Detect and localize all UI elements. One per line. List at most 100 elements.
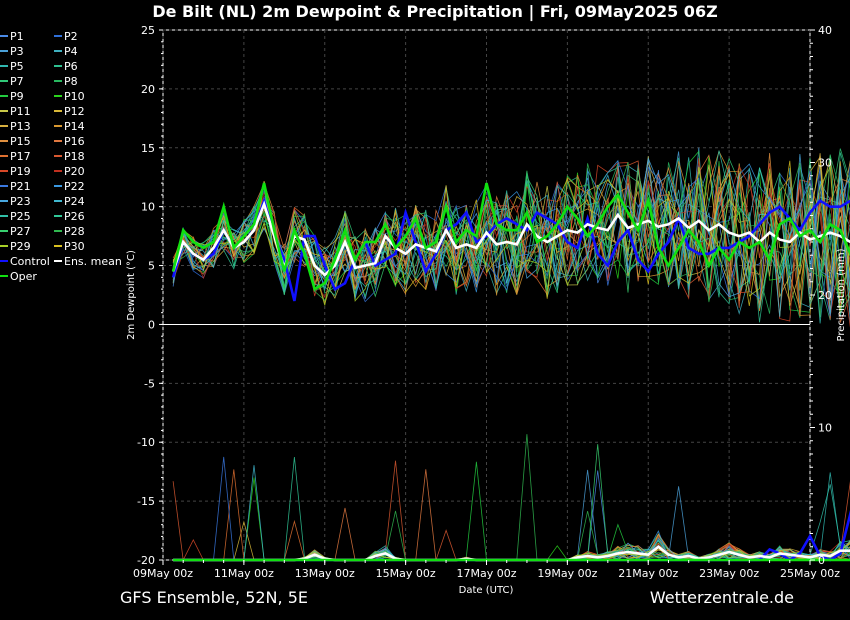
- legend-label: P9: [10, 90, 24, 103]
- legend-item-p17: P17: [0, 150, 31, 163]
- y-tick-label: -20: [137, 554, 155, 567]
- x-tick-label: 17May 00z: [456, 567, 516, 580]
- y2-tick-label: 40: [818, 24, 832, 37]
- footer-model-info: GFS Ensemble, 52N, 5E: [120, 588, 308, 607]
- legend-item-p7: P7: [0, 75, 24, 88]
- legend-label: P5: [10, 60, 24, 73]
- legend-label: P17: [10, 150, 31, 163]
- legend-label: P15: [10, 135, 31, 148]
- legend-item-p26: P26: [54, 210, 85, 223]
- y-tick-label: 20: [141, 83, 155, 96]
- legend-item-p4: P4: [54, 45, 78, 58]
- member-line-p27: [172, 154, 850, 318]
- axes: 25 20 15 10 5 0 -5 -10 -15 -20 40 30 20 10 0 09May 00z 1…: [133, 24, 840, 580]
- legend-item-p6: P6: [54, 60, 78, 73]
- legend-label: P29: [10, 240, 31, 253]
- legend-item-p15: P15: [0, 135, 31, 148]
- legend-item-p3: P3: [0, 45, 24, 58]
- legend-label: P8: [64, 75, 78, 88]
- legend-label: P19: [10, 165, 31, 178]
- y2-tick-label: 10: [818, 422, 832, 435]
- y-tick-label: -5: [144, 377, 155, 390]
- legend-item-p24: P24: [54, 195, 85, 208]
- legend-label: P21: [10, 180, 31, 193]
- legend-item-p13: P13: [0, 120, 31, 133]
- legend-label: P23: [10, 195, 31, 208]
- x-tick-label: 23May 00z: [699, 567, 759, 580]
- legend-label: P14: [64, 120, 85, 133]
- legend-label: P13: [10, 120, 31, 133]
- legend-item-p9: P9: [0, 90, 24, 103]
- legend-item-p21: P21: [0, 180, 31, 193]
- legend-item-p5: P5: [0, 60, 24, 73]
- legend-item-p19: P19: [0, 165, 31, 178]
- legend-item-p1: P1: [0, 30, 24, 43]
- y-tick-label: -10: [137, 436, 155, 449]
- oper-dewpoint-line: [171, 182, 850, 292]
- legend-label: P18: [64, 150, 85, 163]
- legend-item-p23: P23: [0, 195, 31, 208]
- x-tick-label: 11May 00z: [214, 567, 274, 580]
- y-tick-label: 15: [141, 142, 155, 155]
- y2-tick-label: 30: [818, 157, 832, 170]
- x-tick-label: 21May 00z: [618, 567, 678, 580]
- legend-label: P25: [10, 210, 31, 223]
- legend-label: P20: [64, 165, 85, 178]
- x-tick-label: 13May 00z: [295, 567, 355, 580]
- legend-item-p12: P12: [54, 105, 85, 118]
- legend-item-p25: P25: [0, 210, 31, 223]
- legend-label: P30: [64, 240, 85, 253]
- legend-label: P28: [64, 225, 85, 238]
- legend-label: P3: [10, 45, 24, 58]
- legend-label: Ens. mean: [64, 255, 122, 268]
- legend-item-ens-mean: Ens. mean: [54, 255, 122, 268]
- legend-item-p10: P10: [54, 90, 85, 103]
- y-tick-label: 0: [148, 318, 155, 331]
- legend-label: Control: [10, 255, 50, 268]
- legend-label: P7: [10, 75, 24, 88]
- footer-source: Wetterzentrale.de: [649, 588, 794, 607]
- y-tick-label: 5: [148, 260, 155, 273]
- legend-label: P6: [64, 60, 78, 73]
- legend-item-p27: P27: [0, 225, 31, 238]
- legend-item-oper: Oper: [0, 270, 37, 283]
- x-tick-label: 25May 00z: [780, 567, 840, 580]
- legend-label: P26: [64, 210, 85, 223]
- y2-tick-label: 20: [818, 289, 832, 302]
- legend-item-p28: P28: [54, 225, 85, 238]
- legend-item-p2: P2: [54, 30, 78, 43]
- legend-label: P27: [10, 225, 31, 238]
- member-line-p9: [172, 150, 850, 313]
- legend-label: P11: [10, 105, 31, 118]
- legend-label: P10: [64, 90, 85, 103]
- legend-item-p8: P8: [54, 75, 78, 88]
- x-tick-label: 15May 00z: [376, 567, 436, 580]
- chart-title: De Bilt (NL) 2m Dewpoint & Precipitation…: [152, 2, 717, 22]
- legend-label: Oper: [10, 270, 37, 283]
- legend-item-p29: P29: [0, 240, 31, 253]
- member-line-p12: [172, 155, 850, 322]
- y-tick-label: -15: [137, 495, 155, 508]
- y2-axis-label: Precipitation (mm): [836, 248, 847, 341]
- legend-item-p20: P20: [54, 165, 85, 178]
- y2-tick-label: 0: [818, 554, 825, 567]
- member-line-p14: [172, 150, 850, 316]
- legend-item-p14: P14: [54, 120, 85, 133]
- legend-label: P4: [64, 45, 78, 58]
- x-tick-label: 09May 00z: [133, 567, 193, 580]
- legend-item-p18: P18: [54, 150, 85, 163]
- control-dewpoint-line: [171, 196, 850, 302]
- legend-item-control: Control: [0, 255, 50, 268]
- member-line-p19: [172, 158, 850, 328]
- y-tick-label: 25: [141, 24, 155, 37]
- legend-item-p11: P11: [0, 105, 31, 118]
- ens-mean-precip-line: [173, 545, 850, 562]
- member-line-p20: [172, 165, 850, 307]
- oper-precip-line: [173, 558, 850, 562]
- x-axis-label: Date (UTC): [459, 585, 514, 596]
- legend-item-p16: P16: [54, 135, 85, 148]
- legend-label: P22: [64, 180, 85, 193]
- main-series-lines: [171, 182, 850, 562]
- y-tick-label: 10: [141, 201, 155, 214]
